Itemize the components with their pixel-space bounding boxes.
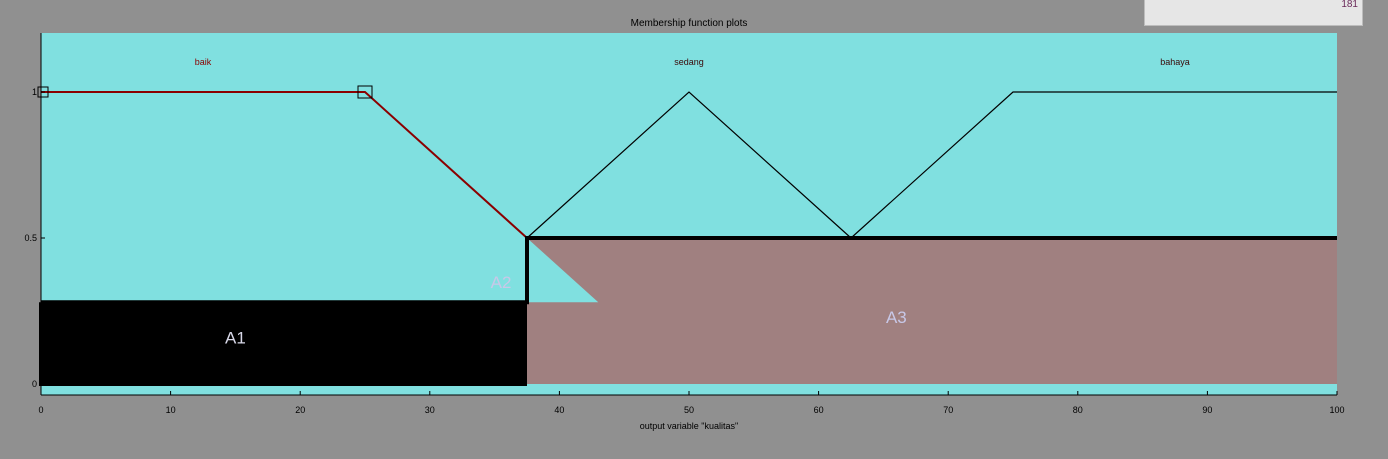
mf-line-bahaya[interactable] (850, 91, 1337, 239)
mf-label-sedang: sedang (674, 57, 704, 67)
mf-label-baik: baik (195, 57, 212, 67)
aggregate-output-line (41, 236, 1337, 305)
x-tick-label: 70 (943, 405, 953, 415)
x-tick-label: 60 (814, 405, 824, 415)
x-tick-label: 50 (684, 405, 694, 415)
region-label-a3: A3 (886, 308, 907, 327)
series-layer (41, 91, 1337, 239)
x-tick-label: 40 (554, 405, 564, 415)
region-labels: A1 A2 A3 (225, 273, 907, 347)
x-tick-label: 100 (1329, 405, 1344, 415)
chart-title: Membership function plots (631, 18, 748, 29)
x-axis-label: output variable "kualitas" (640, 421, 738, 431)
y-tick-label: 0.5 (24, 233, 37, 243)
region-label-a2: A2 (491, 273, 512, 292)
mf-line-baik[interactable] (41, 91, 528, 239)
left-handle-marker[interactable] (37, 86, 49, 98)
knee-handle-marker[interactable] (357, 85, 373, 99)
y-tick-label: 0 (32, 379, 37, 389)
x-axis: 0 10 20 30 40 50 60 70 80 90 100 (38, 391, 1345, 415)
x-tick-label: 20 (295, 405, 305, 415)
x-tick-label: 90 (1202, 405, 1212, 415)
x-tick-label: 0 (38, 405, 43, 415)
readout-value: 181 (1341, 0, 1358, 10)
readout-box: 181 (1144, 0, 1363, 26)
y-axis: 00.51 (24, 33, 45, 395)
x-tick-label: 80 (1073, 405, 1083, 415)
mf-labels: baik sedang bahaya (195, 57, 1190, 67)
x-tick-label: 30 (425, 405, 435, 415)
x-tick-label: 10 (166, 405, 176, 415)
region-label-a1: A1 (225, 328, 246, 347)
y-tick-label: 1 (32, 87, 37, 97)
region-a1-block (39, 302, 527, 386)
mf-line-sedang[interactable] (526, 91, 852, 239)
mf-label-bahaya: bahaya (1160, 57, 1190, 67)
